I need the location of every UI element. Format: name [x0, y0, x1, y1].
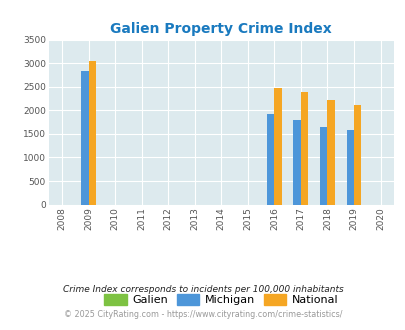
- Bar: [300, 92, 307, 205]
- Bar: [327, 100, 334, 205]
- Title: Galien Property Crime Index: Galien Property Crime Index: [110, 22, 331, 36]
- Bar: [319, 127, 327, 205]
- Bar: [266, 114, 274, 205]
- Bar: [353, 105, 360, 205]
- Bar: [293, 120, 300, 205]
- Bar: [81, 71, 88, 205]
- Bar: [274, 88, 281, 205]
- Bar: [346, 130, 353, 205]
- Text: © 2025 CityRating.com - https://www.cityrating.com/crime-statistics/: © 2025 CityRating.com - https://www.city…: [64, 310, 341, 319]
- Bar: [88, 61, 96, 205]
- Legend: Galien, Michigan, National: Galien, Michigan, National: [100, 289, 342, 310]
- Text: Crime Index corresponds to incidents per 100,000 inhabitants: Crime Index corresponds to incidents per…: [62, 285, 343, 294]
